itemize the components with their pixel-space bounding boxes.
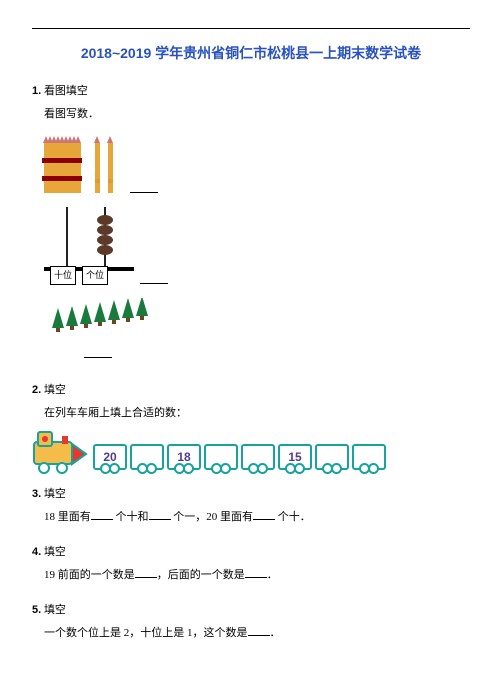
q2-head: 填空 xyxy=(44,384,66,396)
q3-b: 个十和 xyxy=(116,511,149,523)
q4-b: ，后面的一个数是 xyxy=(157,569,245,581)
q3-blank-1 xyxy=(91,508,113,520)
exam-title: 2018~2019 学年贵州省铜仁市松桃县一上期末数学试卷 xyxy=(32,43,470,63)
q1-abacus: 十位 个位 xyxy=(44,207,470,292)
q3-a: 18 里面有 xyxy=(44,511,91,523)
train-car xyxy=(130,444,164,470)
q3-head: 填空 xyxy=(44,488,66,500)
train-car xyxy=(315,444,349,470)
abacus-tens-label: 十位 xyxy=(50,266,76,285)
question-2: 2. 填空 在列车车厢上填上合适的数： 20 18 15 xyxy=(32,380,470,470)
q1-blank-3 xyxy=(84,346,112,358)
q1-head: 看图填空 xyxy=(44,85,88,97)
q5-blank-1 xyxy=(248,624,270,636)
question-4: 4. 填空 19 前面的一个数是 ，后面的一个数是 ． xyxy=(32,542,470,586)
question-1: 1. 看图填空 看图写数． xyxy=(32,81,470,366)
q3-c: 个一，20 里面有 xyxy=(173,511,253,523)
q1-sub: 看图写数． xyxy=(44,104,470,125)
question-5: 5. 填空 一个数个位上是 2，十位上是 1，这个数是 ． xyxy=(32,600,470,644)
q3-blank-2 xyxy=(149,508,171,520)
train-car xyxy=(204,444,238,470)
q4-blank-2 xyxy=(245,566,267,578)
q5-b: ． xyxy=(270,627,281,639)
q3-num: 3. xyxy=(32,488,41,500)
q1-blank-2 xyxy=(140,272,168,284)
q4-blank-1 xyxy=(135,566,157,578)
q4-head: 填空 xyxy=(44,546,66,558)
q5-a: 一个数个位上是 2，十位上是 1，这个数是 xyxy=(44,627,248,639)
q4-c: ． xyxy=(267,569,278,581)
q1-pencils xyxy=(44,131,470,201)
q4-num: 4. xyxy=(32,546,41,558)
train-car: 20 xyxy=(93,444,127,470)
q2-train: 20 18 15 xyxy=(32,430,470,470)
q3-blank-3 xyxy=(253,508,275,520)
abacus-ones-label: 个位 xyxy=(82,266,108,285)
q1-num: 1. xyxy=(32,85,41,97)
top-rule xyxy=(32,28,470,29)
q5-head: 填空 xyxy=(44,604,66,616)
q2-sub: 在列车车厢上填上合适的数： xyxy=(44,403,470,424)
q3-d: 个十． xyxy=(278,511,311,523)
train-car: 18 xyxy=(167,444,201,470)
train-car xyxy=(241,444,275,470)
question-3: 3. 填空 18 里面有 个十和 个一，20 里面有 个十． xyxy=(32,484,470,528)
q4-a: 19 前面的一个数是 xyxy=(44,569,135,581)
q5-num: 5. xyxy=(32,604,41,616)
train-engine-icon xyxy=(32,430,90,470)
q1-trees xyxy=(44,298,470,367)
train-car: 15 xyxy=(278,444,312,470)
train-car xyxy=(352,444,386,470)
q2-num: 2. xyxy=(32,384,41,396)
q1-blank-1 xyxy=(130,181,158,193)
